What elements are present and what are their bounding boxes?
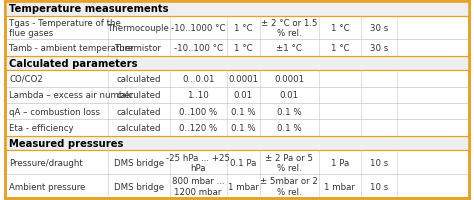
Text: ± 5mbar or 2
% rel.: ± 5mbar or 2 % rel. (260, 176, 318, 196)
Text: Lambda – excess air number: Lambda – excess air number (9, 91, 134, 100)
Text: -25 hPa ... +25
hPa: -25 hPa ... +25 hPa (166, 153, 230, 172)
Text: 1 mbar: 1 mbar (324, 182, 356, 191)
Text: 1 °C: 1 °C (330, 44, 349, 53)
Text: DMS bridge: DMS bridge (114, 158, 164, 167)
Bar (5, 136, 469, 151)
Text: -10..1000 °C: -10..1000 °C (171, 24, 225, 33)
Text: ± 2 Pa or 5
% rel.: ± 2 Pa or 5 % rel. (265, 153, 313, 172)
Text: calculated: calculated (117, 91, 161, 100)
Text: 0.1 %: 0.1 % (277, 123, 301, 132)
Text: 0..120 %: 0..120 % (179, 123, 217, 132)
Text: calculated: calculated (117, 123, 161, 132)
Text: 0.1 %: 0.1 % (231, 123, 255, 132)
Text: 10 s: 10 s (370, 158, 388, 167)
Text: ± 2 °C or 1.5
% rel.: ± 2 °C or 1.5 % rel. (261, 19, 318, 38)
Text: Tgas - Temperature of the
flue gases: Tgas - Temperature of the flue gases (9, 19, 121, 38)
Text: 0...0.01: 0...0.01 (182, 75, 214, 84)
Text: Pressure/draught: Pressure/draught (9, 158, 83, 167)
Text: 1 Pa: 1 Pa (331, 158, 349, 167)
Text: calculated: calculated (117, 75, 161, 84)
Text: Ambient pressure: Ambient pressure (9, 182, 86, 191)
Text: 10 s: 10 s (370, 182, 388, 191)
Text: 0.01: 0.01 (234, 91, 253, 100)
Text: 0.0001: 0.0001 (228, 75, 258, 84)
Text: 0.1 %: 0.1 % (231, 107, 255, 116)
Text: qA – combustion loss: qA – combustion loss (9, 107, 100, 116)
Text: Eta - efficiency: Eta - efficiency (9, 123, 74, 132)
Text: 1 °C: 1 °C (330, 24, 349, 33)
Text: 1 °C: 1 °C (234, 24, 253, 33)
Text: Calculated parameters: Calculated parameters (9, 59, 137, 69)
Text: 1 °C: 1 °C (234, 44, 253, 53)
Text: 1..10: 1..10 (187, 91, 209, 100)
Bar (5, 56, 469, 71)
Text: 0.01: 0.01 (280, 91, 299, 100)
Text: -10..100 °C: -10..100 °C (173, 44, 223, 53)
Text: Temperature measurements: Temperature measurements (9, 4, 168, 14)
Text: CO/CO2: CO/CO2 (9, 75, 43, 84)
Bar (5, 2, 469, 16)
Text: Thermocouple: Thermocouple (108, 24, 170, 33)
Text: Tamb - ambient temperature: Tamb - ambient temperature (9, 44, 134, 53)
Text: 0.1 %: 0.1 % (277, 107, 301, 116)
Text: 0.0001: 0.0001 (274, 75, 304, 84)
Text: 0..100 %: 0..100 % (179, 107, 217, 116)
Text: DMS bridge: DMS bridge (114, 182, 164, 191)
Text: 800 mbar ...
1200 mbar: 800 mbar ... 1200 mbar (172, 176, 224, 196)
Text: ±1 °C: ±1 °C (276, 44, 302, 53)
Text: Measured pressures: Measured pressures (9, 138, 123, 148)
Text: 30 s: 30 s (370, 24, 388, 33)
Text: 0.1 Pa: 0.1 Pa (230, 158, 256, 167)
Text: 30 s: 30 s (370, 44, 388, 53)
Text: calculated: calculated (117, 107, 161, 116)
Text: Thermistor: Thermistor (116, 44, 162, 53)
Text: 1 mbar: 1 mbar (228, 182, 259, 191)
